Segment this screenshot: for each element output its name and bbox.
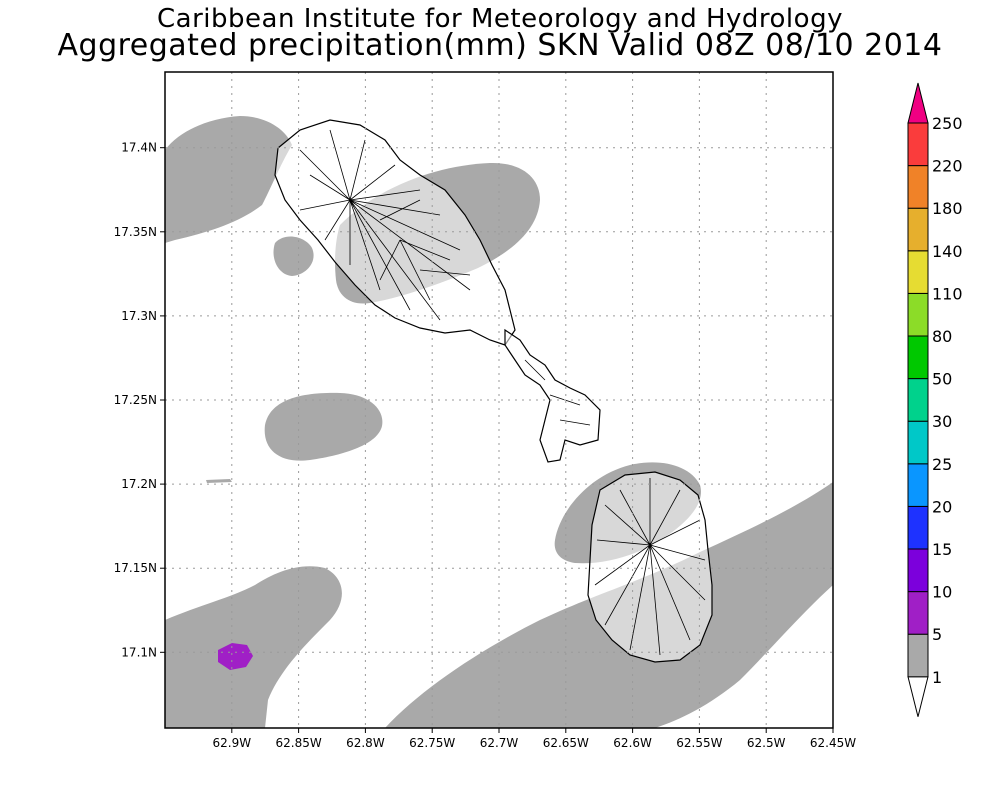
colorbar-segment [907, 548, 929, 593]
x-tick-label: 62.45W [810, 736, 856, 750]
y-tick-label: 17.35N [114, 225, 157, 239]
colorbar-label: 5 [932, 625, 942, 644]
x-tick-label: 62.55W [676, 736, 722, 750]
colorbar-label: 30 [932, 412, 952, 431]
y-tick-label: 17.3N [121, 309, 157, 323]
y-tick-label: 17.25N [114, 393, 157, 407]
colorbar-segment [907, 505, 929, 550]
colorbar-label: 1 [932, 668, 942, 687]
precip-area-central [264, 392, 383, 461]
colorbar-segment [907, 250, 929, 294]
colorbar-segment [907, 207, 929, 252]
colorbar-label: 140 [932, 242, 963, 261]
colorbar-label: 220 [932, 157, 963, 176]
precip-area-tiny-streak [206, 479, 232, 483]
x-tick-label: 62.65W [543, 736, 589, 750]
x-tick-label: 62.8W [346, 736, 385, 750]
y-tick-label: 17.1N [121, 645, 157, 659]
x-tick-label: 62.85W [275, 736, 321, 750]
colorbar-label: 25 [932, 455, 952, 474]
precip-area-northwest [165, 116, 292, 243]
colorbar-segment [907, 165, 929, 209]
precip-area-5-10mm [218, 643, 253, 670]
colorbar-label: 250 [932, 114, 963, 133]
colorbar-segment [907, 420, 929, 465]
x-tick-label: 62.5W [747, 736, 786, 750]
drainage-lines [299, 129, 706, 656]
y-tick-label: 17.4N [121, 141, 157, 155]
colorbar-bottom-triangle [907, 676, 929, 717]
colorbar-label: 10 [932, 583, 952, 602]
colorbar-label: 80 [932, 327, 952, 346]
colorbar-top-triangle [907, 82, 929, 124]
x-tick-label: 62.9W [213, 736, 252, 750]
chart-title-line2: Aggregated precipitation(mm) SKN Valid 0… [57, 28, 943, 63]
colorbar-label: 180 [932, 199, 963, 218]
precip-area-southwest [165, 566, 342, 728]
colorbar-segment [907, 335, 929, 380]
colorbar-label: 50 [932, 370, 952, 389]
x-tick-label: 62.6W [613, 736, 652, 750]
precip-area-small-west [273, 236, 314, 276]
y-tick-label: 17.15N [114, 561, 157, 575]
x-tick-label: 62.75W [409, 736, 455, 750]
chart-title-line1: Caribbean Institute for Meteorology and … [157, 4, 843, 34]
y-axis: 17.4N 17.35N 17.3N 17.25N 17.2N 17.15N 17.1N [114, 141, 165, 659]
colorbar-segment [907, 292, 929, 337]
colorbar-segment [907, 591, 929, 635]
y-tick-label: 17.2N [121, 477, 157, 491]
island-nevis [587, 471, 713, 663]
colorbar-segment [907, 633, 929, 678]
colorbar-segment [907, 122, 929, 167]
x-tick-label: 62.7W [480, 736, 519, 750]
colorbar-label: 20 [932, 497, 952, 516]
colorbar-segment [907, 463, 929, 507]
colorbar-label: 15 [932, 540, 952, 559]
x-axis: 62.9W 62.85W 62.8W 62.75W 62.7W 62.65W 62.6W 62… [213, 728, 856, 750]
colorbar-label: 110 [932, 284, 963, 303]
colorbar-segment [907, 378, 929, 422]
